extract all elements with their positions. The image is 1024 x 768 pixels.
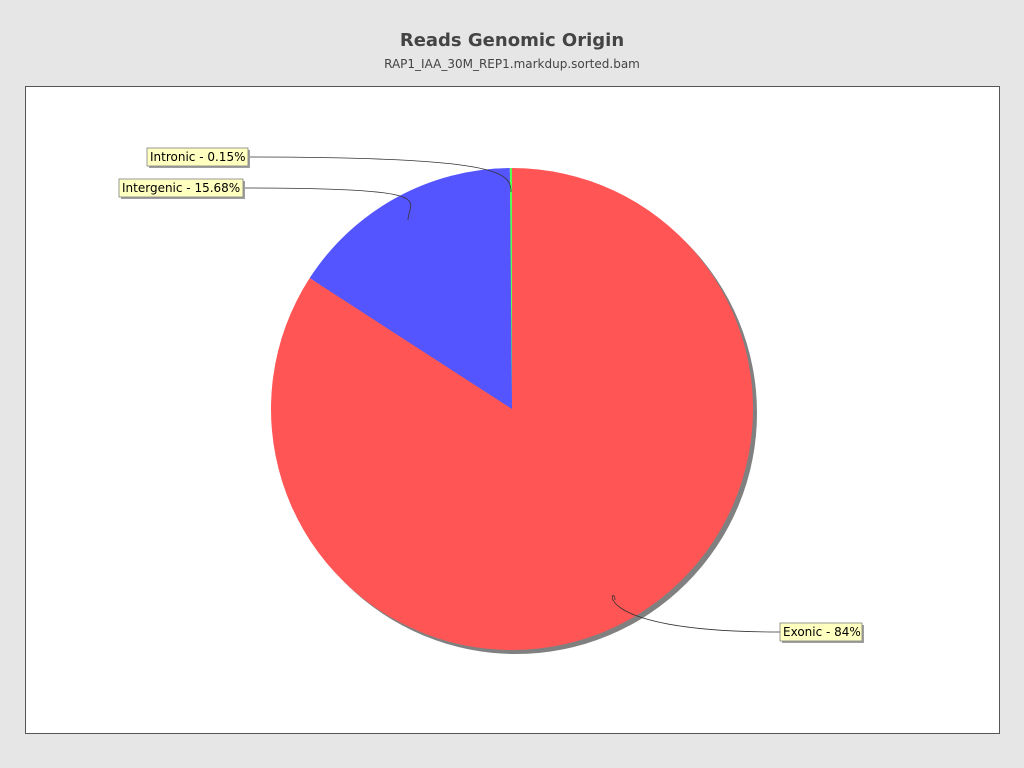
slice-label-intronic: Intronic - 0.15% [146,147,250,168]
chart-title: Reads Genomic Origin [399,30,625,51]
pie-slice-intergenic [309,168,512,409]
slice-label-intergenic: Intergenic - 15.68% [118,178,245,199]
leader-line-exonic [611,595,781,633]
leader-line-intergenic [242,187,412,221]
pie-slice-intronic [509,168,512,409]
slice-label-exonic: Exonic - 84% [779,622,864,643]
slice-label-text: Intronic - 0.15% [150,150,245,164]
pie-slice-exonic [271,168,754,650]
slice-label-text: Intergenic - 15.68% [122,181,240,195]
slice-label-text: Exonic - 84% [783,625,861,639]
leader-line-intronic [247,156,512,193]
chart-subtitle: RAP1_IAA_30M_REP1.markdup.sorted.bam [384,57,640,71]
